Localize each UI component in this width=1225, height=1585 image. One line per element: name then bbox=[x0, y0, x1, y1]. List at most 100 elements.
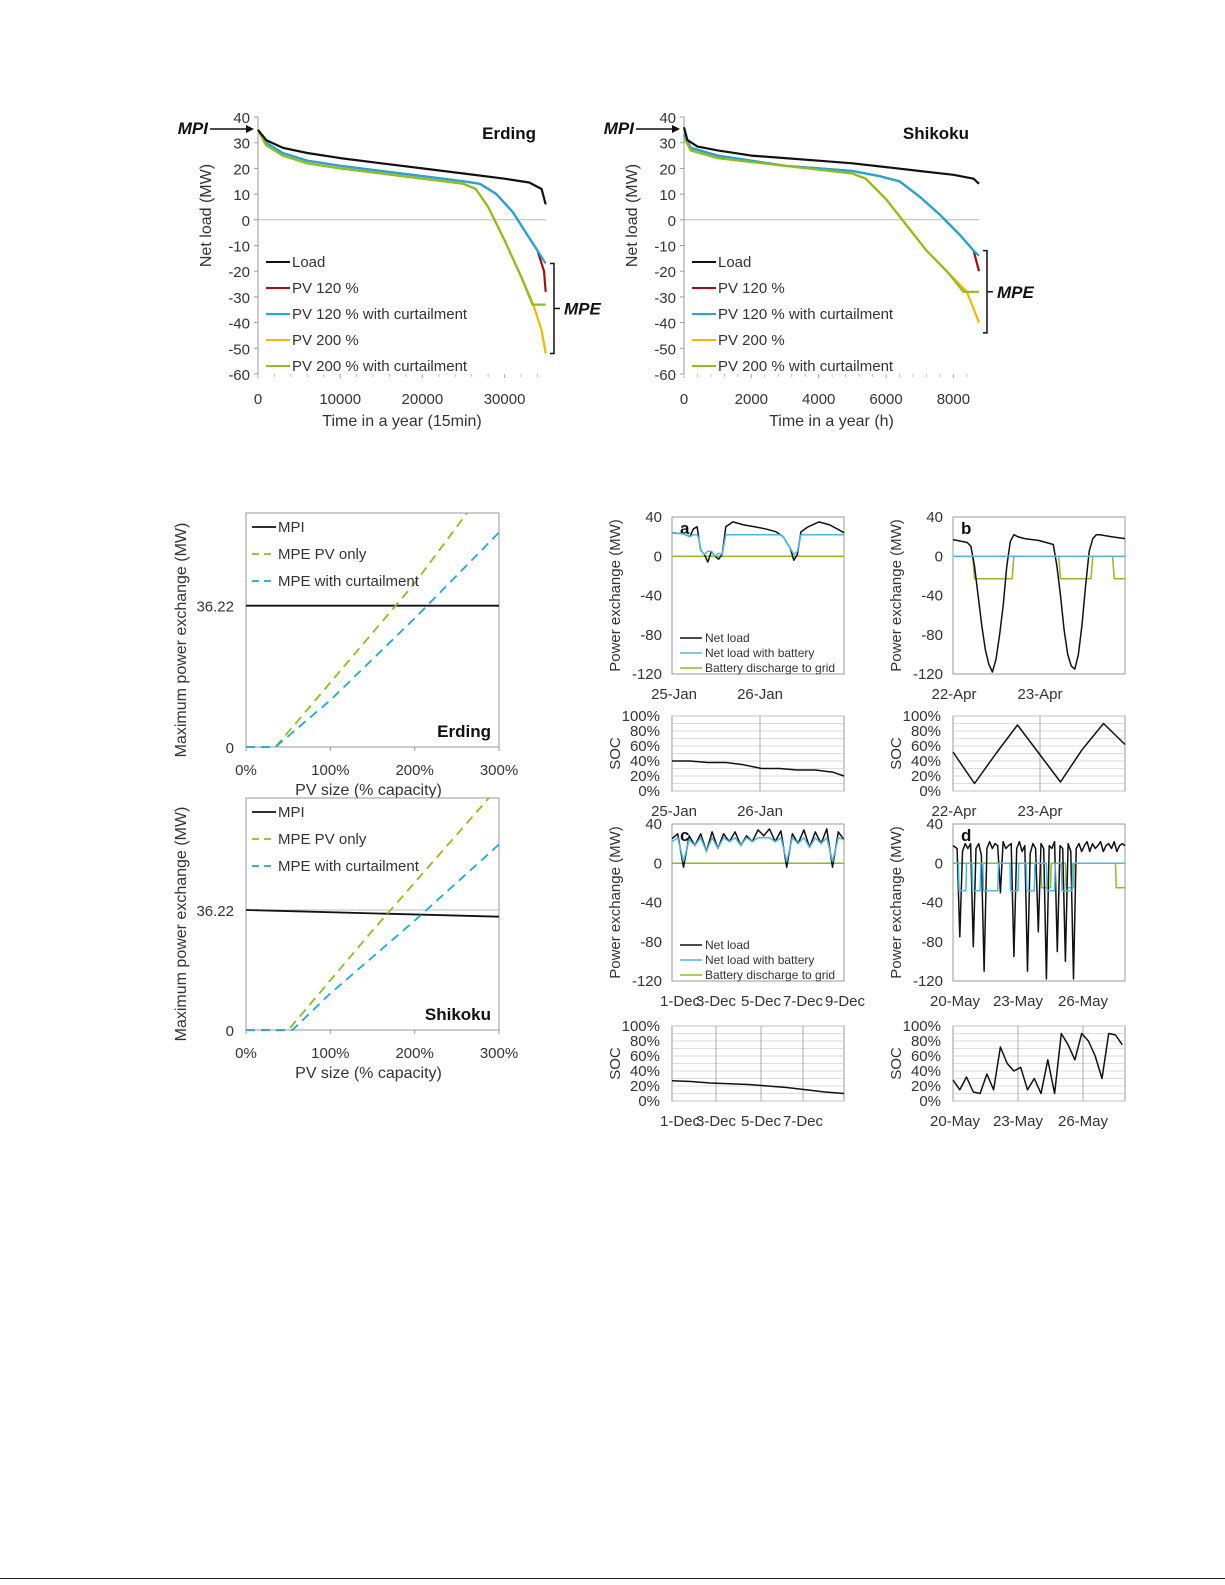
soc-a-x-tick-label: 25-Jan bbox=[651, 803, 697, 820]
panel-a-panel-label: a bbox=[680, 519, 690, 538]
soc-b-x-tick-label: 23-Apr bbox=[1017, 803, 1062, 820]
panel-a-x-tick-label: 26-Jan bbox=[737, 686, 783, 703]
shikoku-duration-y-tick-label: 30 bbox=[659, 136, 676, 153]
panel-b-y-tick-label: -40 bbox=[921, 588, 943, 605]
erding-duration-y-tick-label: -50 bbox=[228, 341, 250, 358]
soc-d-y-tick-label: 100% bbox=[903, 1018, 941, 1035]
panel-d-series-battery-discharge-to-grid bbox=[953, 862, 1125, 889]
erding-duration-x-tick-label: 0 bbox=[254, 391, 262, 408]
shikoku-mpe-x-tick-label: 300% bbox=[480, 1045, 518, 1062]
panel-c-y-tick-label: -80 bbox=[640, 934, 662, 951]
erding-mpe-series-mpe-with-curtailment bbox=[246, 531, 500, 748]
shikoku-duration-y-tick-label: -60 bbox=[654, 367, 676, 384]
shikoku-duration-legend-item: PV 200 % bbox=[718, 332, 785, 349]
shikoku-duration-x-axis-label: Time in a year (h) bbox=[769, 413, 894, 430]
erding-mpe-x-axis-label: PV size (% capacity) bbox=[295, 782, 442, 799]
soc-b-y-tick-label: 100% bbox=[903, 708, 941, 725]
soc-a-y-tick-label: 40% bbox=[630, 753, 660, 770]
erding-mpe-x-tick-label: 200% bbox=[395, 762, 433, 779]
soc-c-x-tick-label: 5-Dec bbox=[741, 1113, 782, 1130]
shikoku-duration-series-load bbox=[682, 127, 980, 185]
shikoku-duration-x-tick-label: 0 bbox=[680, 391, 688, 408]
panel-c-x-tick-label: 9-Dec bbox=[825, 993, 866, 1010]
soc-c-x-tick-label: 7-Dec bbox=[783, 1113, 824, 1130]
panel-d-x-tick-label: 26-May bbox=[1058, 993, 1109, 1010]
erding-duration-y-tick-label: 20 bbox=[233, 161, 250, 178]
erding-mpe-legend-item: MPE PV only bbox=[278, 546, 367, 563]
erding-duration-legend-item: PV 200 % with curtailment bbox=[292, 358, 468, 375]
erding-duration-y-tick-label: 0 bbox=[242, 213, 250, 230]
erding-duration-mpi-arrowhead bbox=[246, 125, 254, 133]
soc-c-y-tick-label: 80% bbox=[630, 1033, 660, 1050]
panel-d-y-tick-label: -80 bbox=[921, 934, 943, 951]
erding-duration-title: Erding bbox=[482, 124, 536, 143]
panel-a-y-tick-label: -120 bbox=[632, 666, 662, 683]
panel-b-series-battery-discharge-to-grid bbox=[953, 555, 1125, 580]
erding-duration-mpi-label: MPI bbox=[178, 119, 210, 138]
soc-b-y-tick-label: 20% bbox=[911, 768, 941, 785]
soc-a-series-soc bbox=[672, 760, 845, 777]
soc-d-y-axis-label: SOC bbox=[888, 1047, 905, 1080]
shikoku-duration-legend-item: PV 120 % with curtailment bbox=[718, 306, 894, 323]
shikoku-duration-mpe-bracket bbox=[983, 249, 988, 334]
panel-c-series-net-load-with-battery bbox=[671, 836, 845, 863]
erding-duration-legend-item: PV 200 % bbox=[292, 332, 359, 349]
shikoku-duration-legend-item: PV 200 % with curtailment bbox=[718, 358, 894, 375]
panel-c-x-tick-label: 3-Dec bbox=[696, 993, 737, 1010]
panel-b-x-tick-label: 23-Apr bbox=[1017, 686, 1062, 703]
panel-c-y-tick-label: 40 bbox=[645, 816, 662, 833]
panel-c-plot-frame bbox=[671, 823, 845, 982]
shikoku-duration-x-tick-label: 4000 bbox=[802, 391, 835, 408]
erding-duration-legend-item: PV 120 % bbox=[292, 280, 359, 297]
shikoku-duration-y-axis-label: Net load (MW) bbox=[624, 164, 641, 267]
soc-d-y-tick-label: 60% bbox=[911, 1048, 941, 1065]
erding-mpe-plot-frame bbox=[245, 512, 500, 748]
shikoku-mpe-series-mpi bbox=[245, 909, 500, 918]
shikoku-duration-y-tick-label: -20 bbox=[654, 264, 676, 281]
shikoku-duration-y-tick-label: -40 bbox=[654, 316, 676, 333]
soc-a-y-tick-label: 0% bbox=[638, 783, 660, 800]
panel-a-series-net-load bbox=[671, 521, 845, 563]
erding-mpe-y-tick-label: 0 bbox=[226, 740, 234, 757]
soc-c-y-tick-label: 60% bbox=[630, 1048, 660, 1065]
shikoku-mpe-x-tick-label: 100% bbox=[311, 1045, 349, 1062]
panel-c-y-axis-label: Power exchange (MW) bbox=[607, 826, 624, 979]
erding-duration-x-tick-label: 10000 bbox=[319, 391, 361, 408]
panel-d-y-tick-label: -40 bbox=[921, 895, 943, 912]
panel-c-x-tick-label: 1-Dec bbox=[660, 993, 701, 1010]
panel-d-series-net-load bbox=[952, 840, 1126, 980]
soc-a-y-tick-label: 60% bbox=[630, 738, 660, 755]
erding-duration-legend-item: PV 120 % with curtailment bbox=[292, 306, 468, 323]
erding-duration-y-tick-label: 10 bbox=[233, 187, 250, 204]
shikoku-mpe-x-axis-label: PV size (% capacity) bbox=[295, 1065, 442, 1082]
erding-mpe-legend-item: MPI bbox=[278, 519, 305, 536]
panel-a-legend-item: Battery discharge to grid bbox=[705, 661, 835, 675]
erding-mpe-legend-item: MPE with curtailment bbox=[278, 573, 420, 590]
panel-d-y-axis-label: Power exchange (MW) bbox=[888, 826, 905, 979]
shikoku-duration-y-tick-label: -10 bbox=[654, 239, 676, 256]
erding-duration-y-tick-label: -30 bbox=[228, 290, 250, 307]
shikoku-duration-series-pv-200-with-curtailment bbox=[683, 137, 979, 293]
erding-mpe-title: Erding bbox=[437, 722, 491, 741]
shikoku-duration-y-tick-label: -50 bbox=[654, 341, 676, 358]
panel-b-y-tick-label: 0 bbox=[935, 548, 943, 565]
panel-a-y-tick-label: -40 bbox=[640, 588, 662, 605]
shikoku-duration-x-tick-label: 8000 bbox=[937, 391, 970, 408]
erding-duration-series-pv-200-with-curtailment bbox=[257, 129, 546, 306]
erding-duration-x-tick-label: 30000 bbox=[484, 391, 526, 408]
page-bottom-rule bbox=[0, 1578, 1225, 1579]
erding-duration-mpe-label: MPE bbox=[564, 299, 602, 318]
panel-a-legend-item: Net load bbox=[705, 631, 750, 645]
soc-d-y-tick-label: 0% bbox=[919, 1093, 941, 1110]
shikoku-duration-y-tick-label: -30 bbox=[654, 290, 676, 307]
panel-a-legend-item: Net load with battery bbox=[705, 646, 814, 660]
panel-c-legend-item: Net load with battery bbox=[705, 953, 814, 967]
panel-c-legend-item: Battery discharge to grid bbox=[705, 968, 835, 982]
erding-mpe-x-tick-label: 300% bbox=[480, 762, 518, 779]
erding-duration-mpe-bracket bbox=[550, 262, 555, 355]
soc-a-y-tick-label: 80% bbox=[630, 723, 660, 740]
erding-mpe-x-tick-label: 0% bbox=[235, 762, 257, 779]
panel-d-panel-label: d bbox=[961, 826, 971, 845]
soc-b-x-tick-label: 22-Apr bbox=[931, 803, 976, 820]
